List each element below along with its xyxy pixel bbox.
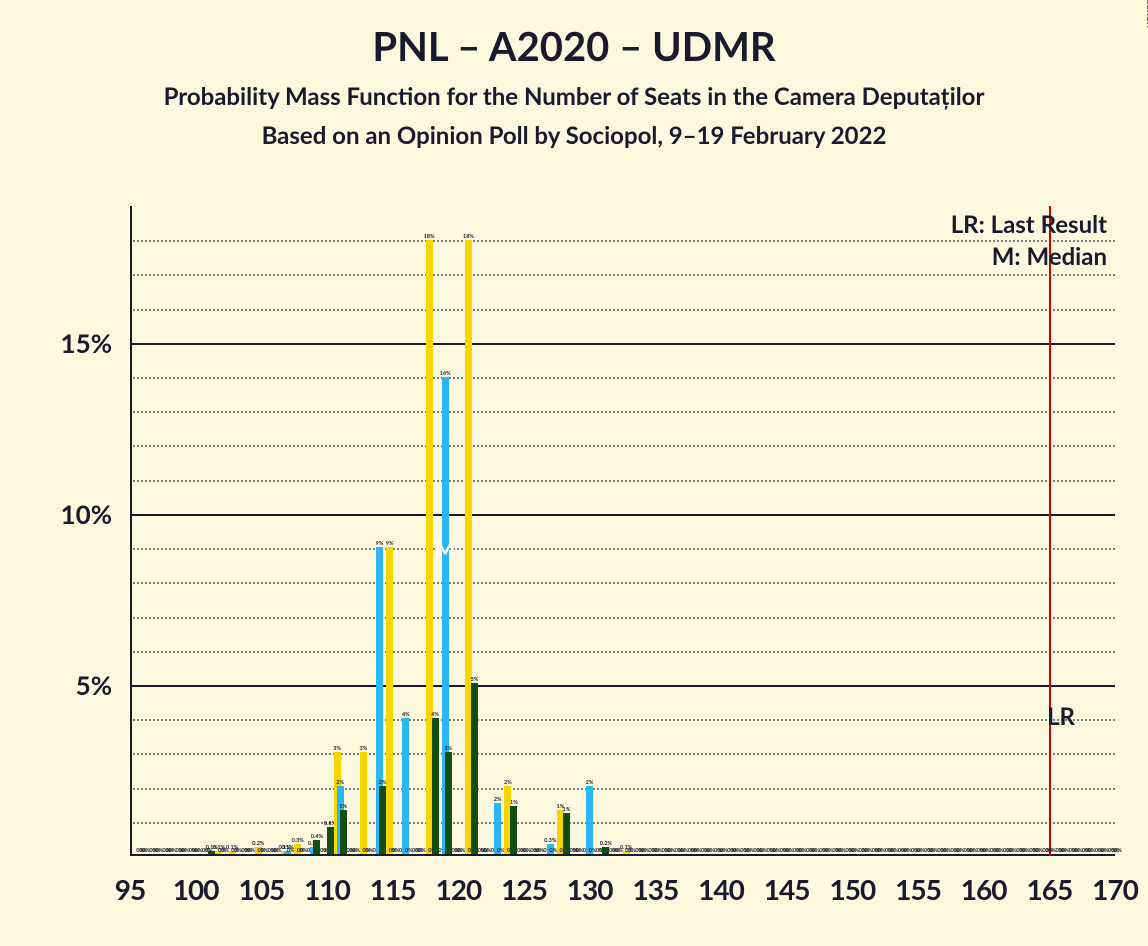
x-tick-label: 155 <box>895 872 941 906</box>
x-tick-label: 110 <box>304 872 350 906</box>
bars-container: 0%0%0%0%0%0%0%0%0%0%0%0%0%0%0%0%0%0.1%0.… <box>130 206 1115 854</box>
chart-subtitle-2: Based on an Opinion Poll by Sociopol, 9–… <box>0 121 1148 150</box>
chart-title: PNL – A2020 – UDMR <box>0 22 1148 70</box>
x-tick-label: 150 <box>829 872 875 906</box>
y-tick-label: 5% <box>76 669 112 701</box>
x-tick-label: 135 <box>632 872 678 906</box>
x-tick-label: 160 <box>961 872 1007 906</box>
bar: 4% <box>432 718 439 854</box>
bar: 0.8% <box>327 827 334 854</box>
bar: 2% <box>586 786 593 854</box>
x-axis-line <box>130 854 1115 856</box>
copyright-text: © 2022 Filip van Laenen <box>1144 0 1148 28</box>
bar: 9% <box>386 547 393 854</box>
x-tick-label: 120 <box>435 872 481 906</box>
bar: 2% <box>494 803 501 854</box>
x-tick-label: 100 <box>173 872 219 906</box>
bar: 3% <box>445 752 452 854</box>
x-tick-label: 125 <box>501 872 547 906</box>
x-tick-label: 105 <box>238 872 284 906</box>
bar: 1% <box>510 806 517 854</box>
bar: 3% <box>360 752 367 854</box>
x-tick-label: 145 <box>764 872 810 906</box>
median-marker: M <box>435 535 456 562</box>
bar: 4% <box>402 718 409 854</box>
x-tick-label: 130 <box>567 872 613 906</box>
x-tick-label: 115 <box>370 872 416 906</box>
y-tick-label: 10% <box>61 498 112 530</box>
x-tick-label: 165 <box>1026 872 1072 906</box>
bar: 2% <box>379 786 386 854</box>
bar: 0.1% <box>208 851 215 854</box>
chart-subtitle-1: Probability Mass Function for the Number… <box>0 82 1148 111</box>
x-tick-label: 170 <box>1092 872 1138 906</box>
plot-area: 5%10%15% 9510010511011512012513013514014… <box>130 206 1115 856</box>
bar: 5% <box>471 683 478 854</box>
y-tick-label: 15% <box>61 327 112 359</box>
x-tick-label: 95 <box>115 872 145 906</box>
x-tick-label: 140 <box>698 872 744 906</box>
